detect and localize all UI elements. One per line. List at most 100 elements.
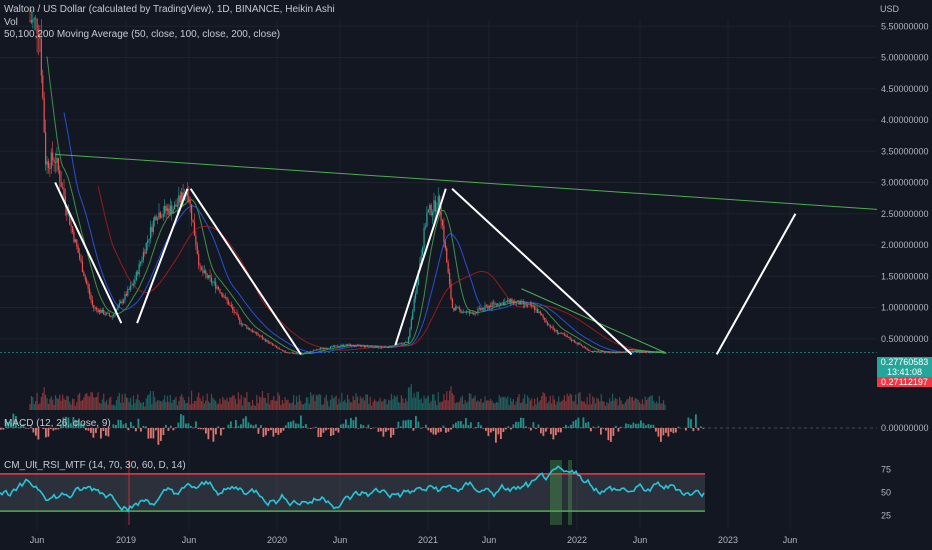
- volume-bar: [40, 396, 42, 410]
- price-tick-label: 2.50000000: [881, 209, 929, 219]
- candle-body: [91, 299, 93, 305]
- candle-body: [538, 311, 540, 313]
- volume-bar: [84, 393, 86, 410]
- candle-body: [478, 307, 480, 309]
- candle-body: [643, 352, 645, 353]
- volume-bar: [397, 402, 400, 410]
- volume-bar: [560, 401, 563, 410]
- candle-body: [388, 346, 390, 348]
- candle-body: [287, 352, 289, 354]
- macd-histogram-bar: [322, 428, 325, 433]
- candle-body: [410, 319, 412, 329]
- volume-bar: [274, 400, 276, 410]
- macd-histogram-bar: [565, 424, 567, 428]
- macd-histogram-bar: [545, 428, 547, 432]
- candle-body: [216, 287, 218, 289]
- macd-histogram-bar: [467, 425, 470, 428]
- candle-body: [149, 227, 152, 239]
- candle-body: [443, 225, 445, 242]
- candle-body: [395, 345, 397, 346]
- candle-body: [600, 351, 602, 353]
- candle-body: [378, 347, 380, 349]
- volume-bar: [73, 399, 75, 410]
- volume-bar: [495, 401, 497, 410]
- candle-body: [108, 313, 110, 316]
- candle-body: [342, 344, 344, 347]
- volume-bar: [179, 396, 181, 410]
- volume-bar: [111, 405, 113, 410]
- candlestick-series: [29, 8, 666, 356]
- candle-body: [217, 287, 220, 290]
- upper-trendline: [55, 153, 897, 212]
- macd-histogram-bar: [397, 421, 400, 428]
- volume-bar: [76, 402, 78, 410]
- macd-histogram-bar: [65, 416, 67, 428]
- volume-bar: [124, 393, 126, 410]
- macd-histogram-bar: [630, 424, 632, 428]
- ma-legend[interactable]: 50,100,200 Moving Average (50, close, 10…: [4, 29, 281, 40]
- volume-bar: [104, 402, 106, 410]
- volume-bar: [213, 399, 215, 410]
- candle-body: [294, 353, 296, 355]
- candle-body: [145, 242, 147, 254]
- time-tick-label: 2020: [267, 535, 287, 545]
- volume-bar: [532, 406, 534, 410]
- candle-body: [620, 351, 622, 353]
- macd-histogram-bar: [145, 426, 147, 428]
- volume-bar: [402, 398, 404, 410]
- volume-bar: [249, 402, 251, 410]
- volume-bar: [158, 400, 160, 410]
- macd-histogram-bar: [80, 424, 82, 428]
- volume-bar: [138, 400, 140, 410]
- candle-body: [483, 308, 485, 310]
- volume-bar: [80, 401, 82, 410]
- pattern-drawings[interactable]: [54, 182, 797, 356]
- symbol-legend[interactable]: Walton / US Dollar (calculated by Tradin…: [4, 4, 335, 15]
- volume-bar: [647, 397, 649, 410]
- volume-bar: [454, 403, 456, 410]
- volume-bar: [528, 397, 530, 410]
- volume-bar: [135, 399, 137, 410]
- candle-body: [104, 314, 106, 316]
- price-axis[interactable]: USD 5.50000000 5.00000000 4.50000000 4.00000…: [877, 0, 932, 550]
- candle-body: [366, 345, 368, 347]
- volume-bars: [29, 384, 666, 410]
- time-axis[interactable]: Jun 2019 Jun 2020 Jun 2021 Jun 2022 Jun 2023 Jun: [30, 535, 798, 545]
- macd-histogram-bar: [120, 420, 122, 428]
- macd-histogram-bar: [370, 428, 372, 429]
- candle-body: [465, 311, 468, 313]
- volume-bar: [400, 395, 402, 410]
- macd-histogram-bar: [167, 428, 170, 431]
- volume-bar: [440, 401, 442, 410]
- macd-histogram-bar: [620, 426, 622, 428]
- macd-legend[interactable]: MACD (12, 26, close, 9): [4, 418, 111, 429]
- candle-body: [437, 196, 439, 210]
- volume-legend[interactable]: Vol: [4, 17, 18, 28]
- candle-body: [560, 332, 563, 334]
- candle-body: [619, 351, 621, 353]
- macd-histogram-bar: [252, 425, 255, 428]
- candle-body: [594, 350, 597, 352]
- candle-body: [122, 299, 125, 303]
- volume-bar: [351, 402, 353, 410]
- volume-bar: [151, 404, 153, 410]
- volume-bar: [182, 397, 184, 410]
- volume-bar: [654, 403, 656, 410]
- volume-bar: [436, 404, 438, 410]
- volume-bar: [640, 404, 642, 410]
- macd-histogram-bar: [0, 428, 2, 430]
- volume-bar: [96, 396, 98, 410]
- volume-bar: [403, 402, 405, 410]
- candle-body: [341, 344, 343, 346]
- candle-body: [412, 311, 414, 320]
- candle-body: [176, 204, 179, 207]
- candle-body: [354, 345, 356, 347]
- macd-histogram-bar: [220, 428, 222, 436]
- rsi-legend[interactable]: CM_Ult_RSI_MTF (14, 70, 30, 60, D, 14): [4, 460, 186, 471]
- macd-histogram-bar: [522, 418, 525, 428]
- candle-body: [332, 345, 334, 347]
- macd-histogram-bar: [455, 422, 457, 428]
- macd-histogram-bar: [447, 428, 450, 432]
- trendlines[interactable]: [55, 153, 897, 354]
